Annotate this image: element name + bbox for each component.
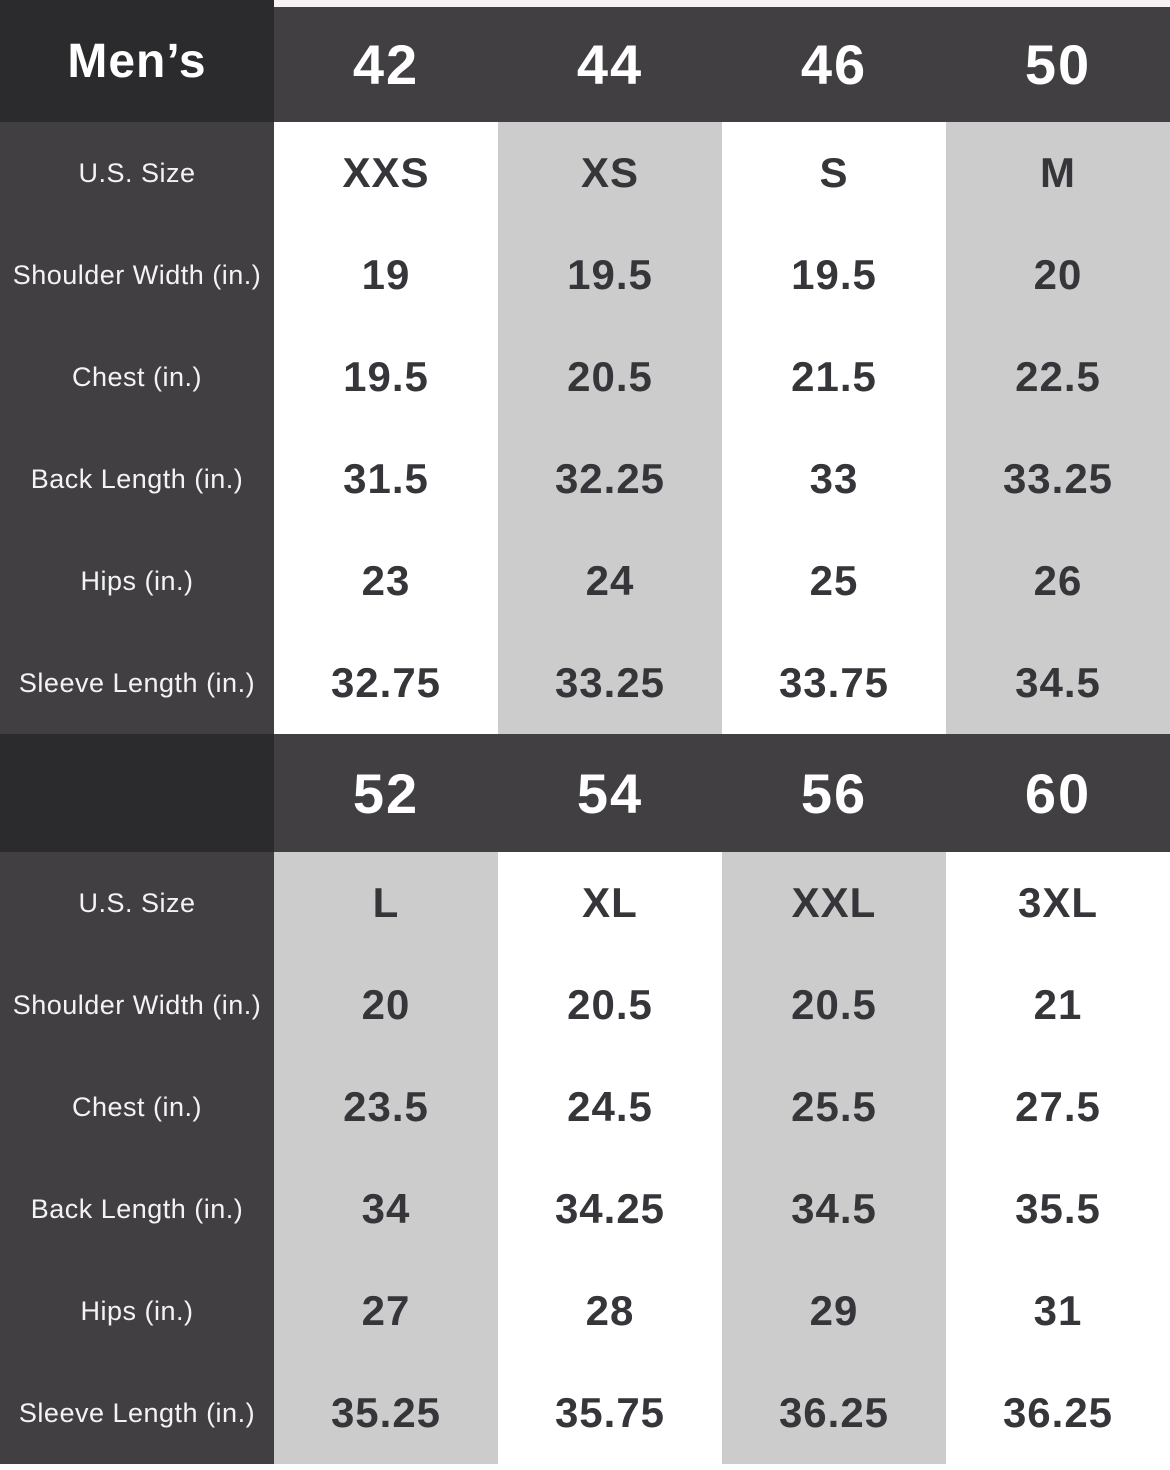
section2-corner-cell [0, 734, 274, 852]
row-label-shoulder-width: Shoulder Width (in.) [0, 224, 274, 326]
size-col-header-60: 60 [946, 734, 1170, 852]
row-label-chest: Chest (in.) [0, 1056, 274, 1158]
value-cell: 20 [946, 224, 1170, 326]
value-cell: 23 [274, 530, 498, 632]
value-cell: 33.25 [498, 632, 722, 734]
value-cell: 28 [498, 1260, 722, 1362]
size-col-header-44: 44 [498, 0, 722, 122]
size-col-header-42: 42 [274, 0, 498, 122]
value-cell: 27 [274, 1260, 498, 1362]
value-cell: 31.5 [274, 428, 498, 530]
value-cell: 25.5 [722, 1056, 946, 1158]
value-cell: 31 [946, 1260, 1170, 1362]
row-label-chest: Chest (in.) [0, 326, 274, 428]
section1-header-row: Men’s 42 44 46 50 [0, 0, 1170, 122]
size-col-header-54: 54 [498, 734, 722, 852]
value-cell: 36.25 [722, 1362, 946, 1464]
value-cell: XXS [274, 122, 498, 224]
value-cell: 34.5 [946, 632, 1170, 734]
value-cell: 34.25 [498, 1158, 722, 1260]
row-label-sleeve-length: Sleeve Length (in.) [0, 1362, 274, 1464]
value-cell: 20.5 [722, 954, 946, 1056]
value-cell: 24.5 [498, 1056, 722, 1158]
value-cell: XXL [722, 852, 946, 954]
value-cell: 23.5 [274, 1056, 498, 1158]
size-col-header-52: 52 [274, 734, 498, 852]
value-cell: 19.5 [498, 224, 722, 326]
row-label-back-length: Back Length (in.) [0, 428, 274, 530]
row-label-sleeve-length: Sleeve Length (in.) [0, 632, 274, 734]
value-cell: 29 [722, 1260, 946, 1362]
value-cell: 32.75 [274, 632, 498, 734]
value-cell: 25 [722, 530, 946, 632]
value-cell: S [722, 122, 946, 224]
row-label-hips: Hips (in.) [0, 1260, 274, 1362]
size-col-header-46: 46 [722, 0, 946, 122]
row-label-back-length: Back Length (in.) [0, 1158, 274, 1260]
value-cell: 36.25 [946, 1362, 1170, 1464]
value-cell: 20 [274, 954, 498, 1056]
value-cell: 34 [274, 1158, 498, 1260]
row-label-hips: Hips (in.) [0, 530, 274, 632]
value-cell: 33.75 [722, 632, 946, 734]
section2-body: U.S. Size L XL XXL 3XL Shoulder Width (i… [0, 852, 1170, 1464]
value-cell: 21 [946, 954, 1170, 1056]
chart-title-cell: Men’s [0, 0, 274, 122]
value-cell: XS [498, 122, 722, 224]
value-cell: 20.5 [498, 954, 722, 1056]
value-cell: 33 [722, 428, 946, 530]
value-cell: 27.5 [946, 1056, 1170, 1158]
row-label-us-size: U.S. Size [0, 122, 274, 224]
value-cell: 19.5 [722, 224, 946, 326]
row-label-shoulder-width: Shoulder Width (in.) [0, 954, 274, 1056]
value-cell: XL [498, 852, 722, 954]
value-cell: 33.25 [946, 428, 1170, 530]
value-cell: 34.5 [722, 1158, 946, 1260]
chart-title: Men’s [67, 34, 207, 88]
section2-header-row: 52 54 56 60 [0, 734, 1170, 852]
value-cell: M [946, 122, 1170, 224]
value-cell: 20.5 [498, 326, 722, 428]
value-cell: 24 [498, 530, 722, 632]
value-cell: L [274, 852, 498, 954]
value-cell: 21.5 [722, 326, 946, 428]
value-cell: 19 [274, 224, 498, 326]
value-cell: 35.75 [498, 1362, 722, 1464]
section1-body: U.S. Size XXS XS S M Shoulder Width (in.… [0, 122, 1170, 734]
value-cell: 3XL [946, 852, 1170, 954]
size-col-header-56: 56 [722, 734, 946, 852]
value-cell: 32.25 [498, 428, 722, 530]
value-cell: 26 [946, 530, 1170, 632]
row-label-us-size: U.S. Size [0, 852, 274, 954]
value-cell: 19.5 [274, 326, 498, 428]
value-cell: 22.5 [946, 326, 1170, 428]
value-cell: 35.25 [274, 1362, 498, 1464]
size-col-header-50: 50 [946, 0, 1170, 122]
value-cell: 35.5 [946, 1158, 1170, 1260]
